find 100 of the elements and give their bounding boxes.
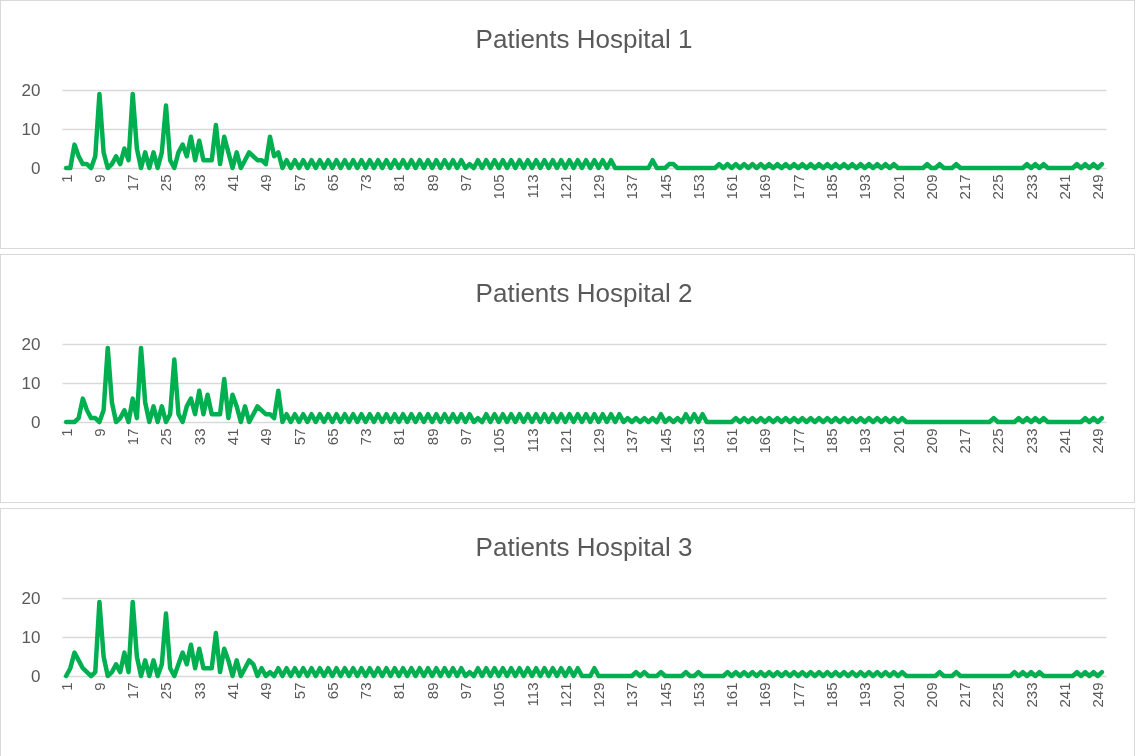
- x-tick-label: 177: [789, 682, 807, 708]
- chart-title: Patients Hospital 2: [475, 278, 693, 308]
- x-tick-label: 121: [556, 682, 574, 708]
- y-tick-label: 10: [21, 627, 41, 647]
- x-tick-label: 233: [1022, 428, 1040, 454]
- x-tick-label: 145: [656, 174, 674, 200]
- x-tick-label: 33: [190, 682, 208, 700]
- x-tick-label: 233: [1022, 174, 1040, 200]
- x-tick-label: 81: [390, 174, 408, 192]
- x-tick-label: 17: [124, 174, 142, 192]
- x-tick-label: 153: [689, 174, 707, 200]
- x-tick-label: 97: [456, 682, 474, 700]
- x-tick-label: 193: [856, 682, 874, 708]
- y-tick-label: 20: [21, 80, 41, 100]
- x-tick-label: 65: [323, 682, 341, 700]
- x-tick-label: 97: [456, 174, 474, 192]
- x-tick-label: 217: [956, 682, 974, 708]
- x-tick-label: 161: [723, 682, 741, 708]
- x-tick-label: 49: [257, 682, 275, 700]
- x-tick-label: 217: [956, 174, 974, 200]
- x-tick-label: 57: [290, 682, 308, 700]
- x-tick-label: 153: [689, 428, 707, 454]
- y-tick-label: 0: [31, 412, 41, 432]
- x-tick-label: 65: [323, 428, 341, 446]
- x-tick-label: 129: [590, 428, 608, 454]
- x-tick-label: 57: [290, 428, 308, 446]
- x-tick-label: 1: [57, 682, 75, 691]
- x-tick-label: 177: [789, 174, 807, 200]
- x-tick-label: 209: [922, 682, 940, 708]
- chart-title: Patients Hospital 1: [475, 24, 693, 54]
- x-tick-label: 137: [623, 174, 641, 200]
- x-tick-label: 129: [590, 174, 608, 200]
- x-tick-label: 241: [1055, 682, 1073, 708]
- x-tick-label: 113: [523, 428, 541, 453]
- x-tick-label: 9: [90, 428, 108, 437]
- x-tick-label: 201: [889, 428, 907, 454]
- x-tick-label: 185: [822, 428, 840, 454]
- x-tick-label: 169: [756, 174, 774, 200]
- x-tick-label: 1: [57, 428, 75, 437]
- x-tick-label: 57: [290, 174, 308, 192]
- y-tick-label: 0: [31, 158, 41, 178]
- x-tick-label: 73: [357, 682, 375, 700]
- x-tick-label: 217: [956, 428, 974, 454]
- x-tick-label: 73: [357, 428, 375, 446]
- x-tick-label: 193: [856, 428, 874, 454]
- x-tick-label: 121: [556, 174, 574, 200]
- x-tick-label: 249: [1089, 174, 1107, 200]
- x-tick-label: 209: [922, 428, 940, 454]
- y-tick-label: 20: [21, 588, 41, 608]
- x-tick-label: 145: [656, 428, 674, 454]
- x-tick-label: 65: [323, 174, 341, 192]
- x-tick-label: 105: [490, 682, 508, 708]
- x-tick-label: 9: [90, 174, 108, 183]
- x-tick-label: 137: [623, 428, 641, 454]
- x-tick-label: 105: [490, 428, 508, 454]
- x-tick-label: 97: [456, 428, 474, 446]
- x-tick-label: 185: [822, 682, 840, 708]
- x-tick-label: 81: [390, 682, 408, 700]
- x-tick-label: 41: [224, 174, 242, 192]
- x-tick-label: 233: [1022, 682, 1040, 708]
- x-tick-label: 25: [157, 428, 175, 446]
- x-tick-label: 33: [190, 174, 208, 192]
- x-tick-label: 241: [1055, 428, 1073, 454]
- x-tick-label: 193: [856, 174, 874, 200]
- x-tick-label: 145: [656, 682, 674, 708]
- x-tick-label: 33: [190, 428, 208, 446]
- y-tick-label: 10: [21, 373, 41, 393]
- x-tick-label: 225: [989, 682, 1007, 708]
- x-tick-label: 113: [523, 682, 541, 707]
- x-tick-label: 25: [157, 682, 175, 700]
- line-series: [63, 345, 1105, 425]
- x-tick-label: 105: [490, 174, 508, 200]
- x-tick-label: 25: [157, 174, 175, 192]
- line-series: [63, 91, 1105, 171]
- x-tick-label: 73: [357, 174, 375, 192]
- x-tick-label: 201: [889, 682, 907, 708]
- y-tick-label: 20: [21, 334, 41, 354]
- y-tick-label: 10: [21, 119, 41, 139]
- x-tick-label: 113: [523, 174, 541, 199]
- x-tick-label: 225: [989, 428, 1007, 454]
- x-tick-label: 41: [224, 682, 242, 700]
- x-tick-label: 89: [423, 682, 441, 700]
- chart-title: Patients Hospital 3: [475, 532, 693, 562]
- x-tick-label: 81: [390, 428, 408, 446]
- x-tick-label: 17: [124, 682, 142, 700]
- x-tick-label: 249: [1089, 682, 1107, 708]
- x-tick-label: 17: [124, 428, 142, 446]
- x-tick-label: 209: [922, 174, 940, 200]
- x-tick-label: 169: [756, 428, 774, 454]
- x-tick-label: 201: [889, 174, 907, 200]
- x-tick-label: 49: [257, 174, 275, 192]
- x-tick-label: 9: [90, 682, 108, 691]
- x-tick-label: 137: [623, 682, 641, 708]
- x-tick-label: 177: [789, 428, 807, 454]
- x-tick-label: 225: [989, 174, 1007, 200]
- line-series: [63, 599, 1105, 679]
- x-tick-label: 153: [689, 682, 707, 708]
- x-tick-label: 161: [723, 428, 741, 454]
- x-tick-label: 121: [556, 428, 574, 454]
- x-tick-label: 161: [723, 174, 741, 200]
